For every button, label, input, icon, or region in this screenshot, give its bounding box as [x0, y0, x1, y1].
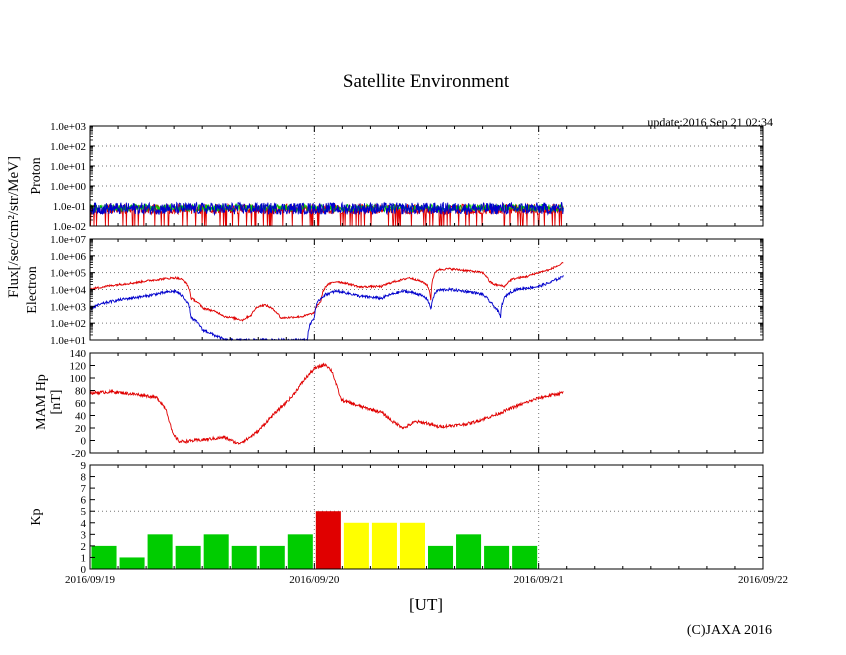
series-electron-low [89, 261, 564, 322]
series-proton-high [89, 201, 564, 217]
kp-bar [315, 511, 341, 569]
y-tick-label: 5 [81, 506, 87, 518]
y-tick-label: 1.0e+07 [50, 234, 86, 246]
x-date-label: 2016/09/22 [738, 574, 788, 586]
flux-axis-label: Flux[/sec/cm²/str/MeV] [6, 156, 22, 298]
kp-bar [456, 534, 482, 569]
y-tick-label: 1.0e+01 [50, 335, 86, 347]
y-tick-label: 80 [75, 386, 87, 398]
kp-bar [203, 534, 229, 569]
panel-electron: 1.0e+01 1.0e+02 1.0e+03 1.0e+04 1.0e+05 1.0e+… [25, 234, 764, 347]
series-electron-high [89, 275, 564, 342]
y-axis-label-magnetic: MAM Hp [34, 374, 49, 430]
copyright-text: (C)JAXA 2016 [687, 623, 772, 638]
y-tick-label: 1.0e+00 [50, 181, 86, 193]
chart-title: Satellite Environment [343, 71, 510, 92]
y-tick-label: 2 [81, 541, 87, 553]
y-tick-label: 1.0e+02 [50, 318, 86, 330]
kp-bar [428, 545, 454, 569]
y-tick-label: 0 [81, 436, 87, 448]
panel-frame [89, 352, 764, 454]
kp-bar [371, 522, 397, 569]
update-timestamp: update:2016 Sep 21 02:34 [647, 115, 773, 129]
kp-bar [231, 545, 257, 569]
y-tick-label: 6 [81, 495, 87, 507]
y-tick-label: -20 [71, 448, 86, 460]
y-tick-label: 60 [75, 398, 87, 410]
y-tick-label: 4 [81, 518, 87, 530]
y-tick-label: 9 [81, 460, 87, 472]
y-tick-label: 1.0e+03 [50, 121, 86, 133]
y-tick-label: 1.0e+06 [50, 251, 86, 263]
y-tick-label: 8 [81, 472, 87, 484]
kp-bar [175, 545, 201, 569]
y-tick-label: 1.0e-01 [53, 201, 86, 213]
kp-bar [119, 557, 145, 569]
y-axis-label-proton: Proton [29, 157, 44, 194]
y-tick-label: 7 [81, 483, 87, 495]
y-tick-label: 20 [75, 423, 87, 435]
y-tick-label: 0 [81, 564, 87, 576]
y-tick-label: 1.0e+03 [50, 301, 86, 313]
kp-bar [91, 545, 117, 569]
y-tick-label: 1.0e+04 [50, 285, 86, 297]
y-axis-label-magnetic: [nT] [49, 390, 64, 415]
y-tick-label: 3 [81, 529, 87, 541]
panel-proton: 1.0e-02 1.0e-01 1.0e+00 1.0e+01 1.0e+02 1.0e+… [29, 121, 764, 233]
x-date-label: 2016/09/20 [289, 574, 340, 586]
x-date-label: 2016/09/21 [514, 574, 564, 586]
y-axis-label-kp: Kp [29, 508, 44, 525]
kp-bar [287, 534, 313, 569]
y-tick-label: 1.0e+05 [50, 268, 86, 280]
kp-bar [147, 534, 173, 569]
x-date-label: 2016/09/19 [65, 574, 116, 586]
y-tick-label: 1 [81, 552, 87, 564]
x-axis-label: [UT] [409, 595, 443, 614]
y-tick-label: 140 [70, 348, 87, 360]
kp-bar [512, 545, 538, 569]
y-tick-label: 120 [70, 361, 87, 373]
kp-bar [484, 545, 510, 569]
series-hp [89, 362, 564, 445]
y-tick-label: 40 [75, 411, 87, 423]
kp-bar [343, 522, 369, 569]
kp-bar [259, 545, 285, 569]
y-tick-label: 100 [70, 373, 87, 385]
y-tick-label: 1.0e+01 [50, 161, 86, 173]
kp-bar [399, 522, 425, 569]
y-tick-label: 1.0e-02 [53, 221, 86, 233]
y-tick-label: 1.0e+02 [50, 141, 86, 153]
y-axis-label-electron: Electron [25, 266, 40, 313]
